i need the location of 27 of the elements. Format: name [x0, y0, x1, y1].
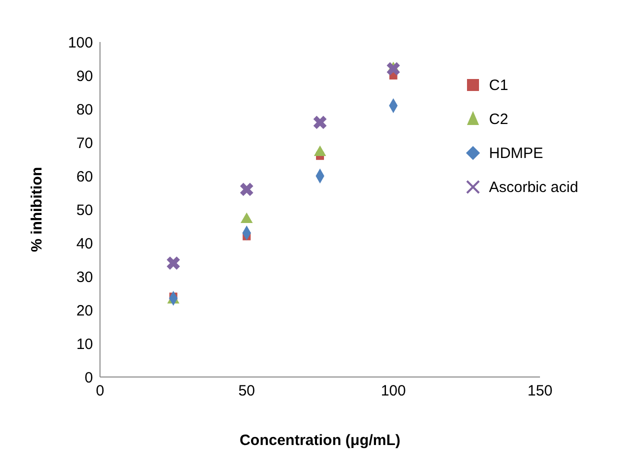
y-axis-title: % inhibition [28, 167, 46, 252]
y-tick-label: 0 [84, 369, 93, 386]
y-tick-label: 100 [68, 34, 93, 52]
y-tick-label: 60 [76, 168, 93, 186]
x-axis-title: Concentration (μg/mL) [240, 432, 400, 449]
point [313, 116, 327, 130]
point [314, 146, 326, 156]
legend-label: HDMPE [489, 144, 544, 162]
legend-label: C2 [489, 110, 508, 128]
y-tick-label: 90 [76, 68, 93, 85]
point [386, 62, 400, 76]
y-tick-label: 40 [76, 235, 93, 252]
x-tick-label: 100 [380, 382, 406, 400]
x-tick-label: 0 [96, 382, 104, 400]
legend-label: Ascorbic acid [489, 178, 578, 196]
point [166, 256, 180, 270]
y-tick-label: 10 [76, 336, 93, 353]
y-tick-label: 20 [76, 302, 93, 320]
x-tick-label: 50 [238, 382, 256, 400]
legend-label: C1 [489, 76, 508, 94]
y-tick-label: 30 [76, 268, 93, 286]
y-tick-label: 80 [76, 101, 93, 118]
point [240, 182, 254, 196]
y-tick-label: 50 [76, 202, 93, 219]
y-tick-label: 70 [76, 134, 93, 152]
x-tick-label: 150 [527, 382, 553, 400]
point [240, 212, 253, 224]
